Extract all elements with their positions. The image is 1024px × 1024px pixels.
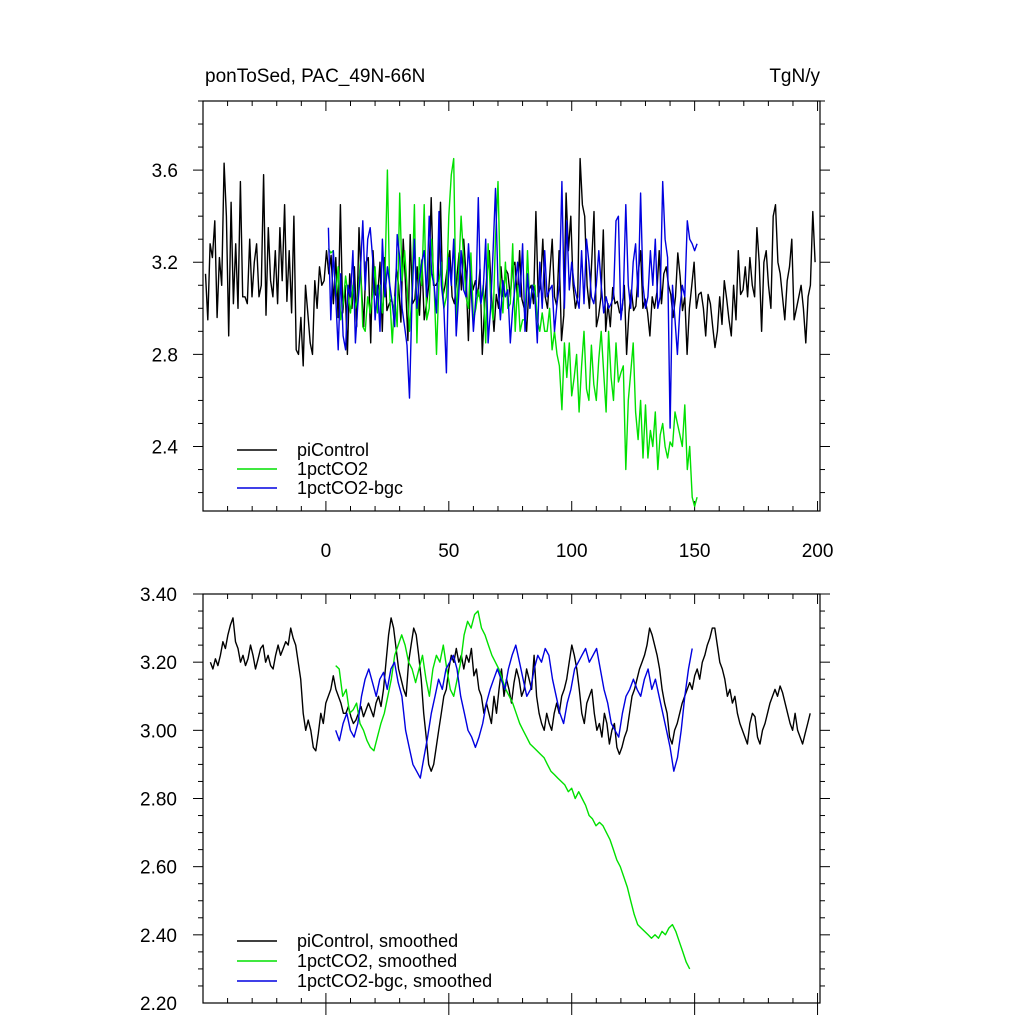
bottom-panel: 2.20 2.40 2.60 2.80 3.00 3.20 3.40 piControl, s…: [140, 585, 830, 1015]
bottom-y-tick-label: 3.00: [140, 721, 177, 742]
bottom-legend-label: 1pctCO2, smoothed: [297, 951, 457, 971]
top-x-tick-label: 50: [438, 541, 459, 562]
top-legend-label: piControl: [297, 440, 369, 460]
bottom-y-tick-label: 2.60: [140, 858, 177, 879]
bottom-y-tick-label: 2.40: [140, 926, 177, 947]
top-x-tick-label: 100: [556, 541, 588, 562]
bottom-legend-label: piControl, smoothed: [297, 931, 458, 951]
bottom-y-tick-label: 3.20: [140, 653, 177, 674]
bottom-series-1pctco2: [335, 610, 691, 970]
top-panel: ponToSed, PAC_49N-66N TgN/y 2.4 2.8 3.2 3.6…: [152, 66, 834, 562]
bottom-y-tick-label: 3.40: [140, 585, 177, 606]
top-panel-units: TgN/y: [769, 66, 820, 87]
bottom-series-1pctco2-bgc: [335, 644, 693, 779]
top-x-tick-label: 0: [321, 541, 332, 562]
top-series-1pctco2-bgc: [327, 180, 698, 429]
top-legend-label: 1pctCO2-bgc: [297, 478, 403, 498]
top-x-tick-label: 200: [802, 541, 834, 562]
top-y-tick-label: 3.6: [152, 161, 178, 182]
bottom-series-picontrol: [209, 617, 811, 772]
top-y-tick-label: 2.4: [152, 438, 179, 459]
top-y-tick-label: 3.2: [152, 253, 178, 274]
top-legend-label: 1pctCO2: [297, 459, 368, 479]
bottom-y-tick-label: 2.80: [140, 790, 177, 811]
bottom-legend-label: 1pctCO2-bgc, smoothed: [297, 971, 492, 991]
top-x-tick-label: 150: [679, 541, 711, 562]
top-series-1pctco2: [327, 157, 698, 508]
top-plot-frame: [202, 100, 821, 512]
top-y-tick-label: 2.8: [152, 345, 178, 366]
bottom-y-tick-label: 2.20: [140, 994, 177, 1015]
top-panel-title: ponToSed, PAC_49N-66N: [205, 66, 425, 87]
